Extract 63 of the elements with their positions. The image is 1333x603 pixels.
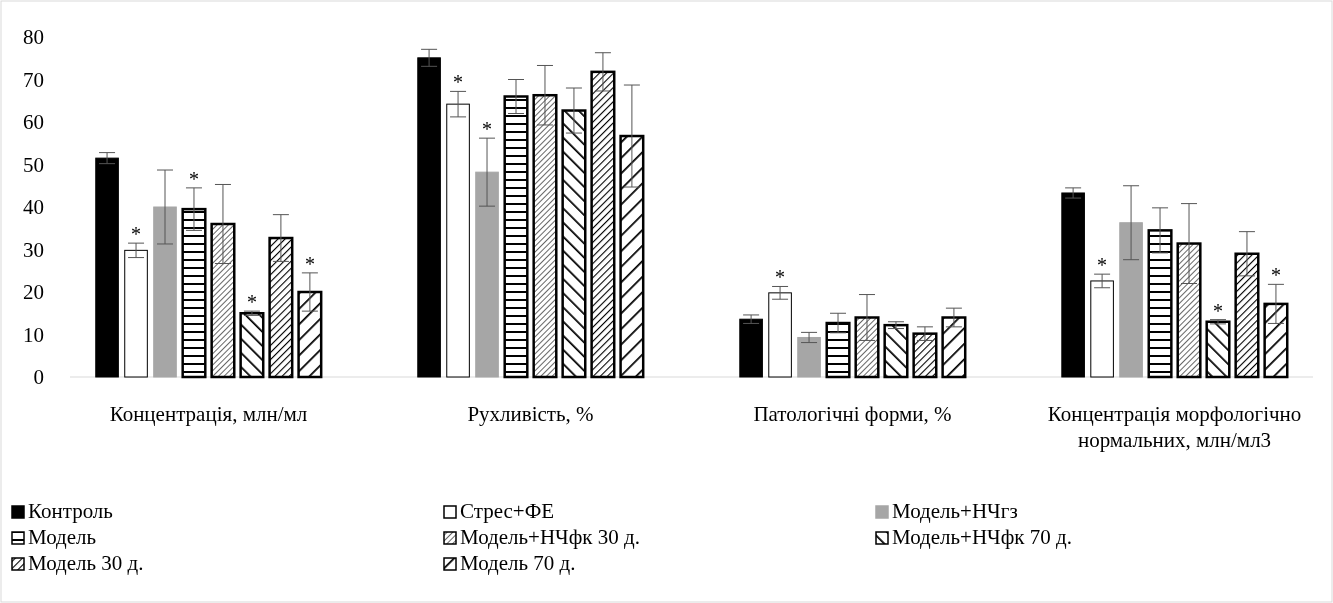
legend-label: Контроль: [28, 499, 113, 523]
bar: [210, 222, 236, 379]
bar: [1263, 302, 1289, 379]
bar: [475, 171, 499, 378]
y-tick-label: 60: [23, 110, 44, 135]
data-label: *: [131, 223, 142, 246]
bar: [883, 323, 909, 379]
bar: [1147, 229, 1173, 379]
bar: [1119, 222, 1143, 378]
data-label: *: [246, 291, 257, 314]
data-label: *: [1212, 299, 1223, 322]
bar: [446, 103, 470, 378]
y-tick-label: 80: [23, 25, 44, 50]
data-label: *: [453, 71, 464, 94]
bar: [268, 236, 294, 379]
data-label: *: [304, 252, 315, 275]
x-tick-label: Концентрація морфологічно нормальних, млн/мл3: [1047, 402, 1302, 452]
legend-label: Модель+НЧфк 30 д.: [460, 525, 641, 549]
data-label: *: [775, 266, 786, 289]
bar: [561, 109, 587, 379]
data-label: *: [188, 167, 199, 190]
bar: [1061, 192, 1085, 378]
bar: [532, 93, 558, 379]
bar: [1234, 252, 1260, 379]
bar: [941, 316, 967, 379]
x-tick-label: Рухливість, %: [467, 402, 594, 426]
y-tick-label: 40: [23, 195, 44, 220]
x-tick-label: Концентрація, млн/мл: [109, 402, 308, 426]
bar: [239, 312, 265, 379]
legend-label: Модель 30 д.: [28, 551, 144, 575]
y-tick-label: 30: [23, 237, 44, 262]
data-label: *: [1270, 264, 1281, 287]
bar: [825, 321, 851, 379]
y-tick-label: 0: [33, 365, 44, 390]
bar: [153, 206, 177, 378]
bar: [1205, 320, 1231, 379]
bar: [417, 57, 441, 378]
bar: [854, 316, 880, 379]
bar: [181, 207, 207, 379]
bar: [1090, 280, 1114, 378]
legend-label: Модель 70 д.: [460, 551, 576, 575]
data-label: *: [1097, 254, 1108, 277]
y-tick-label: 20: [23, 280, 44, 305]
bar: [768, 292, 792, 378]
bar: [297, 290, 323, 379]
bar: [503, 95, 529, 379]
legend-label: Модель: [28, 525, 97, 549]
x-tick-label: Патологічні форми, %: [753, 402, 952, 426]
bar: [1176, 242, 1202, 379]
bar: [95, 157, 119, 378]
bar: [124, 249, 148, 378]
bar: [739, 318, 763, 378]
bar: [912, 332, 938, 379]
y-tick-label: 10: [23, 322, 44, 347]
y-tick-label: 50: [23, 152, 44, 177]
legend-label: Модель+НЧфк 70 д.: [892, 525, 1073, 549]
bar: [590, 70, 616, 379]
y-tick-label: 70: [23, 67, 44, 92]
data-label: *: [482, 118, 493, 141]
bar: [619, 134, 645, 379]
legend-label: Стрес+ФЕ: [460, 499, 555, 523]
legend-label: Модель+НЧгз: [892, 499, 1018, 523]
bar: [797, 336, 821, 378]
